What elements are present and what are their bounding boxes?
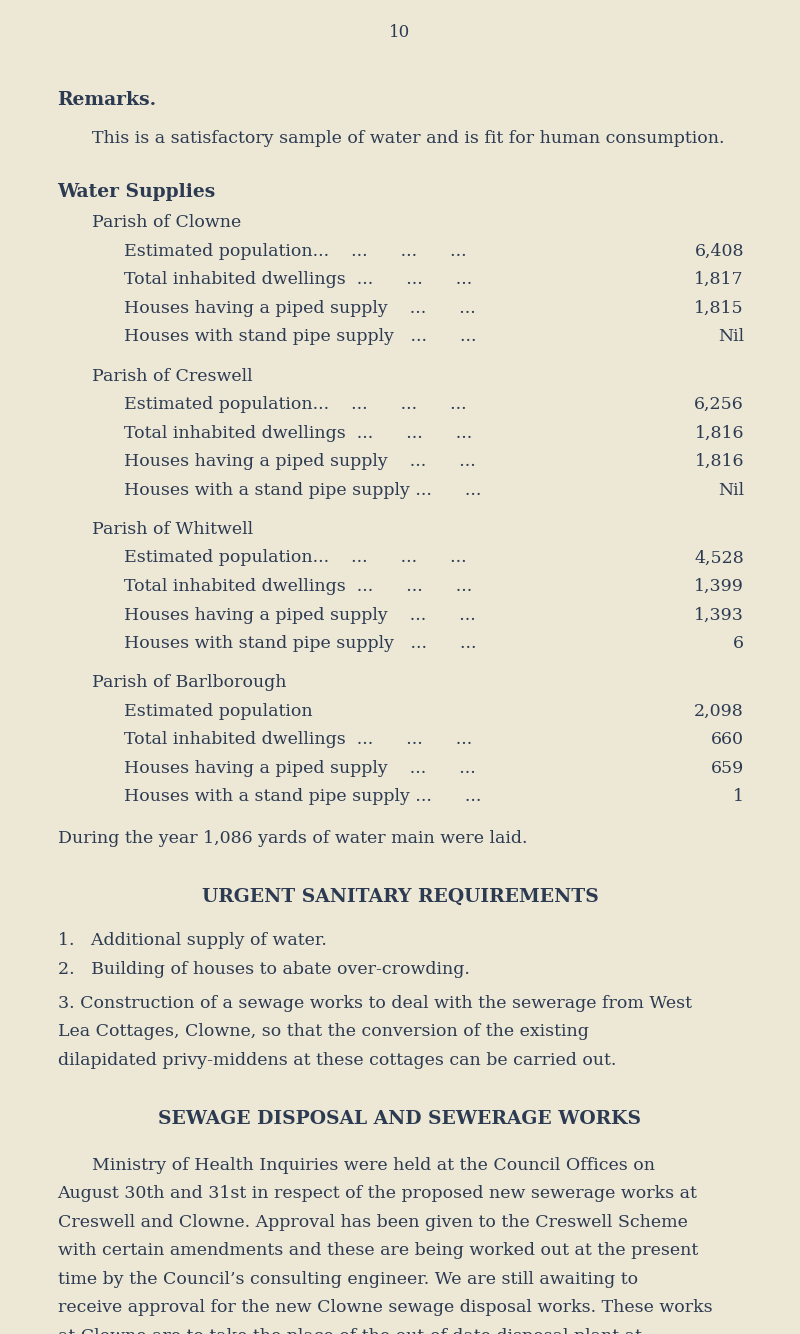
Text: Total inhabited dwellings  ...      ...      ...: Total inhabited dwellings ... ... ... xyxy=(124,424,472,442)
Text: 6,256: 6,256 xyxy=(694,396,744,414)
Text: 1: 1 xyxy=(733,788,744,806)
Text: 6,408: 6,408 xyxy=(694,243,744,260)
Text: Estimated population...    ...      ...      ...: Estimated population... ... ... ... xyxy=(124,396,466,414)
Text: 660: 660 xyxy=(711,731,744,748)
Text: Parish of Creswell: Parish of Creswell xyxy=(92,368,253,384)
Text: 6: 6 xyxy=(733,635,744,652)
Text: 10: 10 xyxy=(390,24,410,41)
Text: Total inhabited dwellings  ...      ...      ...: Total inhabited dwellings ... ... ... xyxy=(124,731,472,748)
Text: Parish of Whitwell: Parish of Whitwell xyxy=(92,520,253,538)
Text: time by the Council’s consulting engineer. We are still awaiting to: time by the Council’s consulting enginee… xyxy=(58,1271,638,1287)
Text: 1,816: 1,816 xyxy=(694,424,744,442)
Text: Estimated population...    ...      ...      ...: Estimated population... ... ... ... xyxy=(124,243,466,260)
Text: Water Supplies: Water Supplies xyxy=(58,183,216,201)
Text: Parish of Clowne: Parish of Clowne xyxy=(92,215,242,231)
Text: Parish of Barlborough: Parish of Barlborough xyxy=(92,674,286,691)
Text: 659: 659 xyxy=(710,760,744,776)
Text: Estimated population...    ...      ...      ...: Estimated population... ... ... ... xyxy=(124,550,466,567)
Text: 1,393: 1,393 xyxy=(694,607,744,623)
Text: Houses with stand pipe supply   ...      ...: Houses with stand pipe supply ... ... xyxy=(124,635,477,652)
Text: During the year 1,086 yards of water main were laid.: During the year 1,086 yards of water mai… xyxy=(58,830,527,847)
Text: 1.   Additional supply of water.: 1. Additional supply of water. xyxy=(58,932,326,950)
Text: Nil: Nil xyxy=(718,328,744,346)
Text: Houses with a stand pipe supply ...      ...: Houses with a stand pipe supply ... ... xyxy=(124,482,482,499)
Text: 2.   Building of houses to abate over-crowding.: 2. Building of houses to abate over-crow… xyxy=(58,960,470,978)
Text: 3. Construction of a sewage works to deal with the sewerage from West: 3. Construction of a sewage works to dea… xyxy=(58,995,691,1011)
Text: August 30th and 31st in respect of the proposed new sewerage works at: August 30th and 31st in respect of the p… xyxy=(58,1185,698,1202)
Text: Estimated population: Estimated population xyxy=(124,703,313,720)
Text: Creswell and Clowne. Approval has been given to the Creswell Scheme: Creswell and Clowne. Approval has been g… xyxy=(58,1214,687,1230)
Text: dilapidated privy-middens at these cottages can be carried out.: dilapidated privy-middens at these cotta… xyxy=(58,1051,616,1069)
Text: Houses having a piped supply    ...      ...: Houses having a piped supply ... ... xyxy=(124,454,476,470)
Text: Houses having a piped supply    ...      ...: Houses having a piped supply ... ... xyxy=(124,607,476,623)
Text: Lea Cottages, Clowne, so that the conversion of the existing: Lea Cottages, Clowne, so that the conver… xyxy=(58,1023,589,1041)
Text: 4,528: 4,528 xyxy=(694,550,744,567)
Text: with certain amendments and these are being worked out at the present: with certain amendments and these are be… xyxy=(58,1242,698,1259)
Text: at Clowne are to take the place of the out-of-date disposal plant at: at Clowne are to take the place of the o… xyxy=(58,1327,642,1334)
Text: Houses having a piped supply    ...      ...: Houses having a piped supply ... ... xyxy=(124,760,476,776)
Text: 1,817: 1,817 xyxy=(694,271,744,288)
Text: Houses with a stand pipe supply ...      ...: Houses with a stand pipe supply ... ... xyxy=(124,788,482,806)
Text: SEWAGE DISPOSAL AND SEWERAGE WORKS: SEWAGE DISPOSAL AND SEWERAGE WORKS xyxy=(158,1110,642,1127)
Text: Houses having a piped supply    ...      ...: Houses having a piped supply ... ... xyxy=(124,300,476,316)
Text: Remarks.: Remarks. xyxy=(58,91,157,109)
Text: Total inhabited dwellings  ...      ...      ...: Total inhabited dwellings ... ... ... xyxy=(124,271,472,288)
Text: Ministry of Health Inquiries were held at the Council Offices on: Ministry of Health Inquiries were held a… xyxy=(92,1157,655,1174)
Text: 1,815: 1,815 xyxy=(694,300,744,316)
Text: URGENT SANITARY REQUIREMENTS: URGENT SANITARY REQUIREMENTS xyxy=(202,888,598,906)
Text: Houses with stand pipe supply   ...      ...: Houses with stand pipe supply ... ... xyxy=(124,328,477,346)
Text: 2,098: 2,098 xyxy=(694,703,744,720)
Text: Total inhabited dwellings  ...      ...      ...: Total inhabited dwellings ... ... ... xyxy=(124,578,472,595)
Text: This is a satisfactory sample of water and is fit for human consumption.: This is a satisfactory sample of water a… xyxy=(92,131,725,147)
Text: 1,399: 1,399 xyxy=(694,578,744,595)
Text: receive approval for the new Clowne sewage disposal works. These works: receive approval for the new Clowne sewa… xyxy=(58,1299,712,1317)
Text: 1,816: 1,816 xyxy=(694,454,744,470)
Text: Nil: Nil xyxy=(718,482,744,499)
